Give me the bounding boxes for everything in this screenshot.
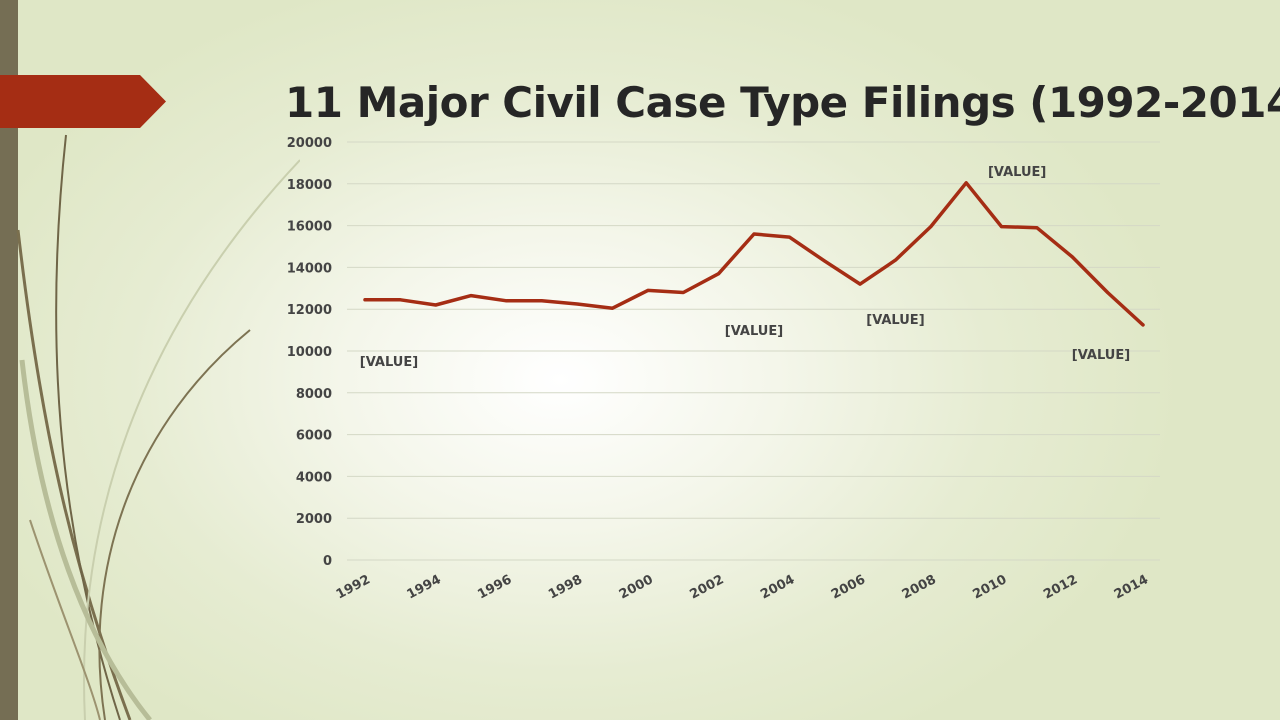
data-point bbox=[1141, 323, 1145, 327]
y-tick-label: 18000 bbox=[287, 178, 332, 193]
data-label: [VALUE] bbox=[360, 355, 418, 370]
x-tick-label: 2000 bbox=[617, 572, 656, 602]
y-tick-label: 0 bbox=[323, 554, 332, 569]
data-point bbox=[752, 232, 756, 236]
data-label: [VALUE] bbox=[866, 313, 924, 328]
x-tick-label: 2010 bbox=[970, 572, 1009, 602]
data-point bbox=[1000, 225, 1004, 229]
series-line bbox=[363, 181, 1145, 327]
data-point bbox=[858, 282, 862, 286]
y-tick-label: 12000 bbox=[287, 303, 332, 318]
x-tick-label: 2004 bbox=[758, 572, 797, 602]
data-point bbox=[823, 259, 827, 263]
gridlines bbox=[347, 141, 1160, 561]
data-point bbox=[1070, 255, 1074, 259]
x-tick-label: 2006 bbox=[829, 572, 868, 602]
data-point bbox=[1106, 290, 1110, 294]
y-tick-label: 4000 bbox=[296, 470, 332, 485]
data-point bbox=[363, 298, 367, 302]
data-label: [VALUE] bbox=[988, 165, 1046, 180]
data-point bbox=[469, 294, 473, 298]
x-tick-label: 2008 bbox=[900, 572, 939, 602]
data-point bbox=[646, 288, 650, 292]
x-tick-label: 1996 bbox=[475, 572, 514, 602]
y-axis-ticks: 0 2000 4000 6000 8000 10000 12000 14000 16000 180… bbox=[287, 136, 332, 569]
data-point bbox=[929, 225, 933, 229]
left-accent-bar bbox=[0, 0, 18, 720]
x-tick-label: 2002 bbox=[688, 572, 727, 602]
x-tick-label: 1998 bbox=[546, 572, 585, 602]
x-tick-label: 2014 bbox=[1112, 572, 1151, 602]
data-point bbox=[893, 258, 897, 262]
x-tick-label: 2012 bbox=[1041, 572, 1080, 602]
y-tick-label: 8000 bbox=[296, 387, 332, 402]
data-point bbox=[717, 272, 721, 276]
data-point bbox=[398, 298, 402, 302]
x-tick-label: 1992 bbox=[334, 572, 373, 602]
data-label: [VALUE] bbox=[1072, 348, 1130, 363]
data-point bbox=[575, 302, 579, 306]
data-point bbox=[611, 306, 615, 310]
data-point bbox=[681, 290, 685, 294]
series-group bbox=[363, 181, 1145, 327]
title-accent-flag bbox=[0, 75, 166, 128]
decorative-grass-lines bbox=[16, 134, 300, 720]
x-axis-ticks: 1992 1994 1996 1998 2000 2002 2004 2006 2008 2010… bbox=[334, 572, 1151, 602]
y-tick-label: 2000 bbox=[296, 512, 332, 527]
x-tick-label: 1994 bbox=[405, 572, 444, 602]
data-point bbox=[540, 299, 544, 303]
y-tick-label: 14000 bbox=[287, 261, 332, 276]
y-tick-label: 20000 bbox=[287, 136, 332, 151]
data-label: [VALUE] bbox=[725, 324, 783, 339]
y-tick-label: 6000 bbox=[296, 429, 332, 444]
data-labels: [VALUE] [VALUE] [VALUE] [VALUE] [VALUE] bbox=[360, 165, 1130, 370]
slide-title: 11 Major Civil Case Type Filings (1992-2… bbox=[285, 78, 1280, 127]
data-point bbox=[787, 235, 791, 239]
data-point bbox=[1035, 226, 1039, 230]
y-tick-label: 16000 bbox=[287, 220, 332, 235]
data-point bbox=[434, 303, 438, 307]
data-point bbox=[964, 181, 968, 185]
y-tick-label: 10000 bbox=[287, 345, 332, 360]
data-point bbox=[504, 299, 508, 303]
